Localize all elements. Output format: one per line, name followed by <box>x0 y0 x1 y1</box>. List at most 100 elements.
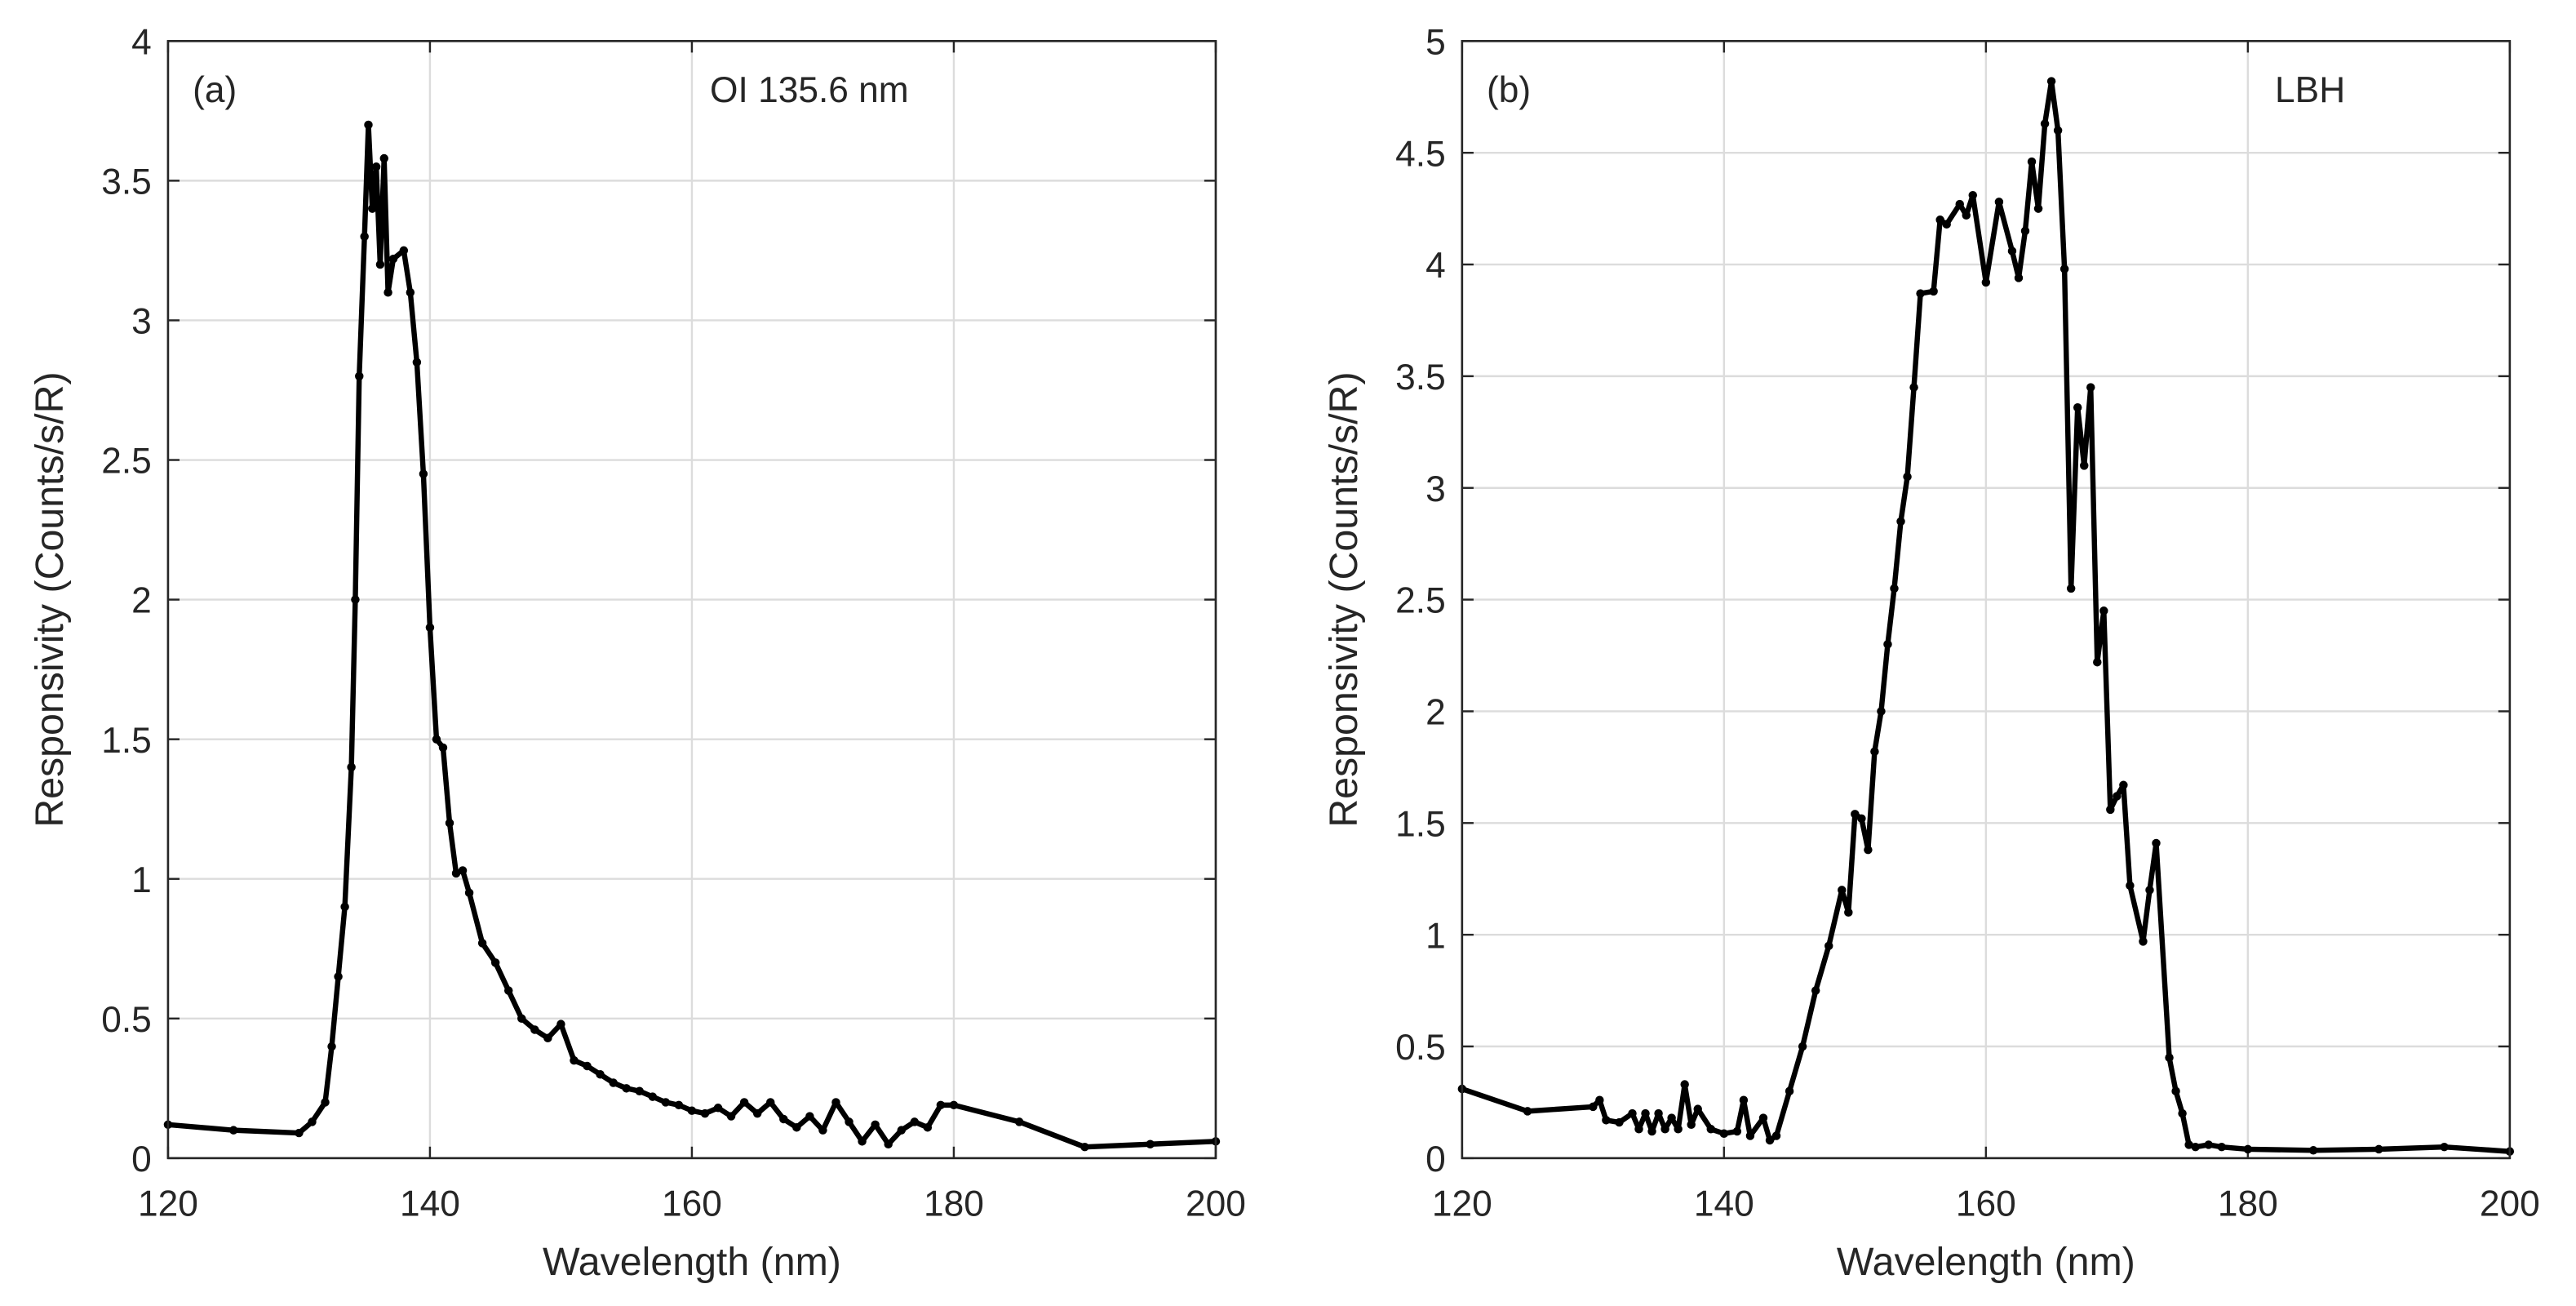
data-point <box>355 371 364 381</box>
data-point <box>1595 1095 1604 1104</box>
data-point <box>295 1128 304 1138</box>
data-point <box>2165 1053 2174 1062</box>
data-point <box>477 939 487 948</box>
data-point <box>2113 792 2122 801</box>
data-point <box>845 1117 853 1126</box>
data-point <box>2119 780 2128 790</box>
data-point <box>648 1092 658 1101</box>
data-point <box>1935 215 1944 224</box>
y-tick-label: 0 <box>1425 1139 1446 1179</box>
data-point <box>375 260 385 269</box>
data-point <box>2073 402 2082 412</box>
data-point <box>936 1100 946 1110</box>
data-point <box>351 595 360 604</box>
panel-label: (b) <box>1487 70 1531 110</box>
data-point <box>384 288 392 297</box>
data-point <box>2184 1140 2193 1149</box>
data-point <box>923 1123 933 1132</box>
data-point <box>609 1078 618 1087</box>
data-point <box>1667 1113 1676 1122</box>
data-point <box>779 1114 788 1124</box>
data-point <box>635 1086 644 1095</box>
y-tick-label: 5 <box>1425 22 1446 62</box>
data-point <box>1916 289 1925 298</box>
data-point <box>713 1104 723 1113</box>
y-tick-label: 0 <box>131 1139 152 1179</box>
data-point <box>1844 908 1853 917</box>
data-point <box>2374 1144 2383 1154</box>
data-point <box>2152 838 2161 848</box>
y-tick-label: 2 <box>1425 693 1446 733</box>
data-point <box>1968 190 1978 200</box>
data-point <box>2106 805 2115 815</box>
data-point <box>2027 157 2037 167</box>
data-point <box>490 958 500 967</box>
data-point <box>805 1112 814 1121</box>
data-point <box>379 153 388 163</box>
data-point <box>368 204 377 213</box>
data-point <box>1765 1135 1775 1145</box>
data-point <box>1864 845 1873 855</box>
data-point <box>1732 1126 1742 1136</box>
x-tick-label: 120 <box>138 1184 198 1224</box>
data-point <box>360 232 369 242</box>
data-point <box>2126 881 2135 891</box>
data-point <box>1785 1086 1794 1095</box>
data-point <box>2066 584 2076 593</box>
data-point <box>726 1112 736 1121</box>
data-point <box>432 735 441 744</box>
data-point <box>321 1098 330 1107</box>
x-tick-label: 160 <box>1956 1184 2016 1224</box>
data-point <box>438 743 448 753</box>
data-point <box>1962 211 1971 220</box>
data-point <box>910 1117 920 1126</box>
data-point <box>543 1033 552 1042</box>
data-point <box>399 246 409 255</box>
data-point <box>2033 204 2043 213</box>
x-tick-label: 160 <box>662 1184 722 1224</box>
data-point <box>1680 1080 1689 1089</box>
y-tick-label: 0.5 <box>101 1000 152 1040</box>
x-tick-label: 200 <box>1186 1184 1246 1224</box>
data-point <box>2440 1142 2449 1152</box>
data-point <box>1641 1108 1650 1118</box>
data-point <box>1628 1108 1637 1118</box>
data-point <box>1647 1126 1656 1136</box>
data-point <box>2204 1140 2213 1149</box>
data-point <box>831 1098 840 1107</box>
data-point <box>2171 1086 2180 1095</box>
plot-frame <box>166 40 1217 1160</box>
data-point <box>406 288 415 297</box>
data-point <box>2243 1144 2253 1154</box>
data-point <box>2099 606 2108 615</box>
data-point <box>1589 1102 1598 1112</box>
x-axis-label: Wavelength (nm) <box>543 1240 841 1284</box>
data-point <box>1674 1125 1683 1134</box>
data-point <box>2139 937 2148 946</box>
data-point <box>1824 941 1833 951</box>
data-point <box>1870 747 1879 756</box>
y-tick-label: 2 <box>131 581 152 621</box>
data-point <box>2217 1142 2226 1152</box>
data-point <box>530 1025 539 1034</box>
data-point <box>596 1069 605 1079</box>
data-point <box>419 469 428 478</box>
data-point <box>2093 657 2102 667</box>
x-tick-label: 180 <box>2218 1184 2278 1224</box>
data-point <box>1719 1129 1729 1138</box>
data-point <box>2191 1142 2200 1152</box>
data-point <box>1909 383 1918 392</box>
data-point <box>1014 1117 1024 1126</box>
data-point <box>1693 1104 1702 1113</box>
y-tick-label: 1 <box>131 860 152 900</box>
data-point <box>1146 1139 1155 1148</box>
data-point <box>700 1108 710 1118</box>
data-point <box>308 1117 317 1126</box>
data-point <box>388 254 398 264</box>
x-tick-label: 180 <box>924 1184 984 1224</box>
y-tick-label: 2.5 <box>1395 581 1446 621</box>
data-point <box>2178 1108 2187 1118</box>
y-tick-label: 2.5 <box>101 442 152 482</box>
y-tick-label: 3 <box>131 302 152 342</box>
